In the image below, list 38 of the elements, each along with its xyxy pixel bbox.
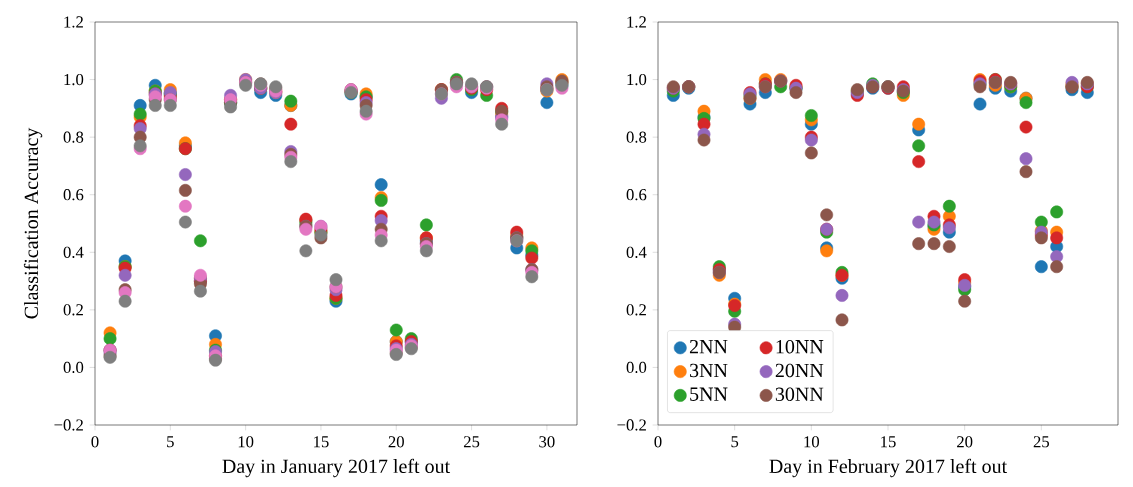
x-tick-label: 10 — [804, 436, 820, 448]
y-tick-label: 0.6 — [626, 189, 647, 201]
x-tick-label: 15 — [314, 436, 329, 448]
y-tick-label: 0.0 — [63, 361, 84, 374]
legend-label: 10NN — [776, 339, 824, 354]
x-tick-label: 20 — [388, 436, 404, 448]
y-tick-label: 0.4 — [626, 246, 647, 258]
x-tick-label: 25 — [463, 436, 480, 448]
y-tick-label: 0.6 — [63, 189, 84, 201]
y-tick-label: 0.8 — [63, 131, 84, 143]
x-axis-title: Day in February 2017 left out — [769, 458, 1008, 478]
legend-label: 5NN — [690, 387, 728, 401]
y-tick-label: −0.2 — [617, 419, 646, 431]
y-tick-label: −0.2 — [54, 419, 83, 431]
legend-label: 3NN — [690, 363, 728, 378]
y-tick-label: 0.8 — [626, 131, 647, 143]
y-tick-label: 1.2 — [627, 16, 646, 28]
legend-label: 20NN — [775, 363, 824, 378]
x-tick-label: 30 — [539, 436, 555, 448]
y-axis-title: Classification Accuracy — [23, 127, 43, 319]
y-tick-label: 0.4 — [63, 246, 84, 258]
x-tick-label: 0 — [91, 436, 99, 448]
x-tick-label: 25 — [1033, 436, 1050, 448]
y-tick-label: 1.2 — [64, 16, 83, 28]
x-tick-label: 5 — [167, 436, 174, 448]
x-tick-label: 5 — [731, 436, 739, 448]
y-tick-label: 1.0 — [64, 73, 84, 86]
legend-label: 30NN — [775, 387, 824, 401]
y-tick-label: 0.2 — [626, 304, 646, 316]
y-tick-label: 0.0 — [626, 361, 647, 374]
y-tick-label: 0.2 — [63, 304, 83, 316]
x-tick-label: 20 — [957, 436, 973, 448]
legend-label: 2NN — [689, 339, 728, 354]
x-tick-label: 0 — [654, 436, 662, 448]
x-tick-label: 10 — [238, 436, 254, 448]
y-tick-label: 1.0 — [627, 73, 647, 86]
x-axis-title: Day in January 2017 left out — [222, 458, 451, 478]
x-tick-label: 15 — [881, 436, 896, 448]
